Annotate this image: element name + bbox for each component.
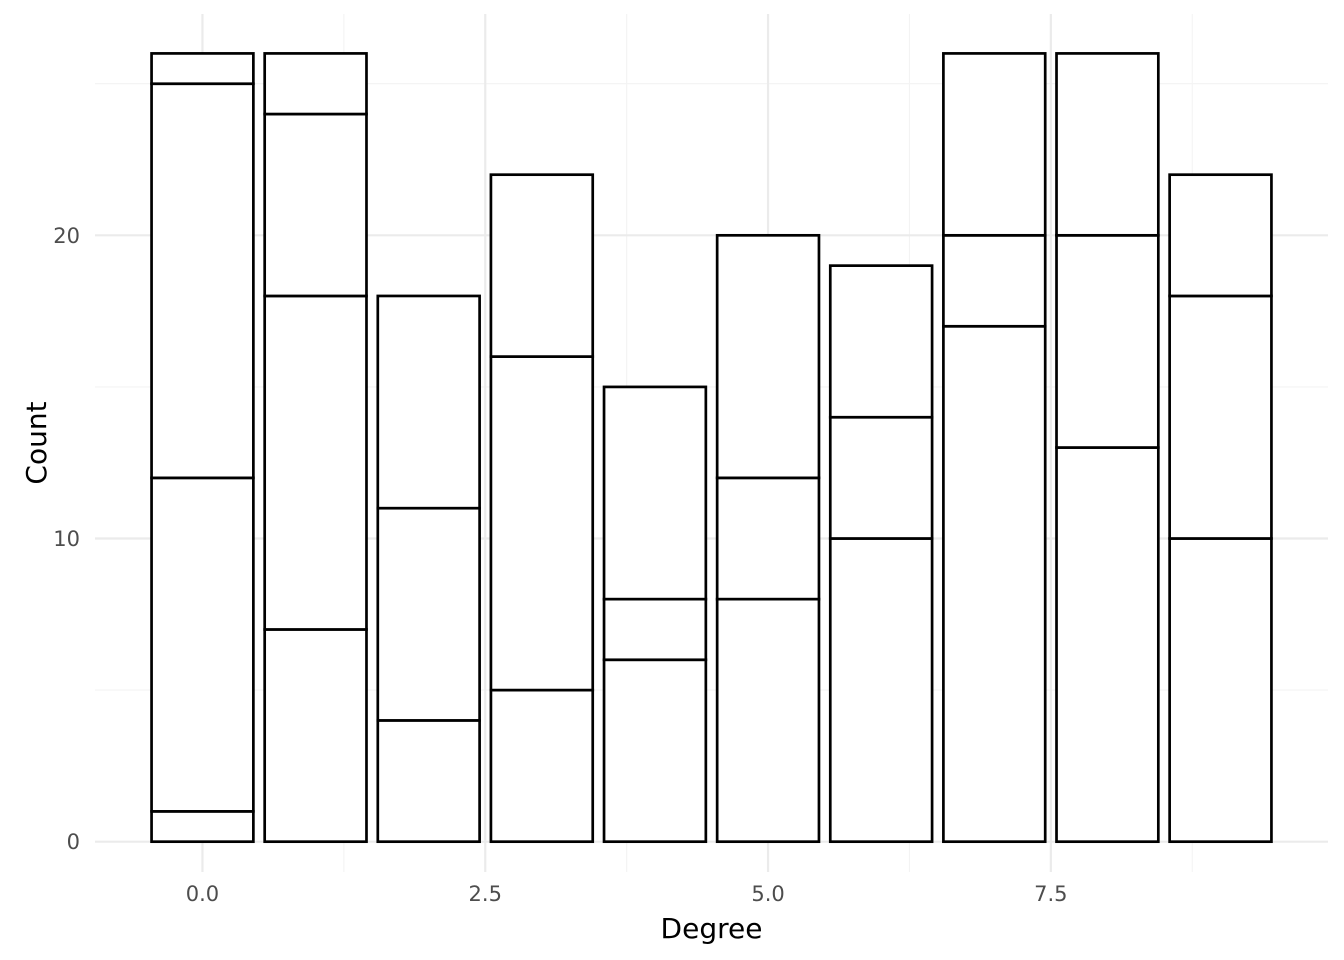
bars: [150, 52, 1273, 844]
bar-segment: [602, 597, 708, 662]
bar-segment: [828, 537, 934, 844]
bar-segment: [263, 112, 368, 298]
bar-segment: [376, 506, 481, 722]
bar-segment: [1055, 52, 1160, 237]
y-tick-label: 20: [53, 224, 80, 248]
bar-segment: [150, 476, 255, 813]
bar-segment: [150, 810, 255, 844]
y-tick-label: 10: [53, 527, 80, 551]
bar-segment: [489, 173, 595, 358]
bar-segment: [942, 52, 1047, 237]
bar-segment: [1168, 173, 1273, 298]
tick-labels: 0 10 20 0.0 2.5 5.0 7.5: [53, 224, 1067, 906]
bar-segment: [715, 233, 821, 480]
bar-segment: [489, 688, 595, 844]
x-tick-label: 2.5: [469, 882, 502, 906]
bar-segment: [715, 597, 821, 844]
bar-segment: [828, 415, 934, 540]
bar-segment: [489, 355, 595, 692]
bar-segment: [1168, 294, 1273, 540]
bar-segment: [602, 385, 708, 601]
x-axis-title: Degree: [661, 912, 763, 945]
x-tick-label: 0.0: [186, 882, 219, 906]
x-tick-label: 7.5: [1034, 882, 1067, 906]
bar-segment: [150, 52, 255, 86]
bar-segment: [376, 294, 481, 510]
bar-segment: [1168, 537, 1273, 844]
bar-segment: [263, 294, 368, 631]
bar-segment: [1055, 446, 1160, 844]
bar-segment: [1055, 233, 1160, 449]
y-tick-label: 0: [67, 830, 80, 854]
bar-segment: [263, 52, 368, 116]
x-tick-label: 5.0: [751, 882, 784, 906]
bar-segment: [715, 476, 821, 601]
bar-segment: [828, 264, 934, 419]
bar-segment: [942, 324, 1047, 844]
bar-segment: [376, 719, 481, 844]
y-axis-title: Count: [20, 401, 53, 484]
bar-segment: [263, 628, 368, 844]
bar-segment: [150, 82, 255, 480]
bar-segment: [602, 658, 708, 844]
bar-segment: [942, 233, 1047, 328]
